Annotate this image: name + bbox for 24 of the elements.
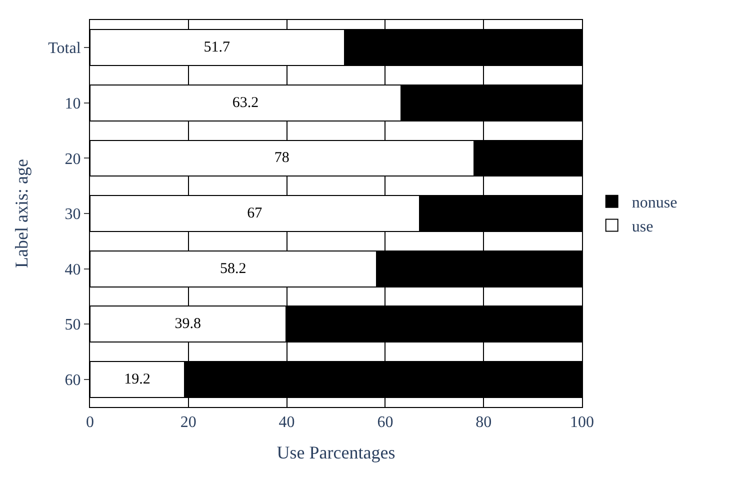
data-label: 67 — [247, 206, 263, 222]
x-axis-title: Use Parcentages — [276, 442, 396, 462]
y-tick-label: 20 — [64, 150, 81, 168]
data-label: 58.2 — [220, 260, 246, 277]
y-tick-label: 40 — [64, 261, 81, 278]
y-axis-title: Label axis: age — [11, 159, 32, 268]
legend-label: use — [632, 218, 654, 236]
x-tick-label: 100 — [570, 414, 594, 432]
x-tick-label: 40 — [278, 414, 295, 432]
x-tick-label: 80 — [476, 414, 492, 432]
y-tick-label: 30 — [64, 206, 81, 224]
y-tick-label: 10 — [64, 96, 81, 113]
y-tick-label: 50 — [64, 316, 81, 334]
x-tick-label: 0 — [86, 414, 94, 432]
y-tick-label: Total — [48, 40, 82, 58]
legend-label: nonuse — [632, 194, 678, 212]
data-label: 19.2 — [124, 371, 150, 388]
data-label: 63.2 — [232, 94, 259, 111]
y-tick-label: 60 — [64, 372, 81, 389]
x-tick-label: 60 — [377, 414, 394, 432]
x-tick-label: 20 — [180, 414, 196, 432]
data-label: 78 — [274, 150, 290, 166]
data-label: 51.7 — [204, 40, 231, 56]
data-label: 39.8 — [174, 316, 202, 332]
